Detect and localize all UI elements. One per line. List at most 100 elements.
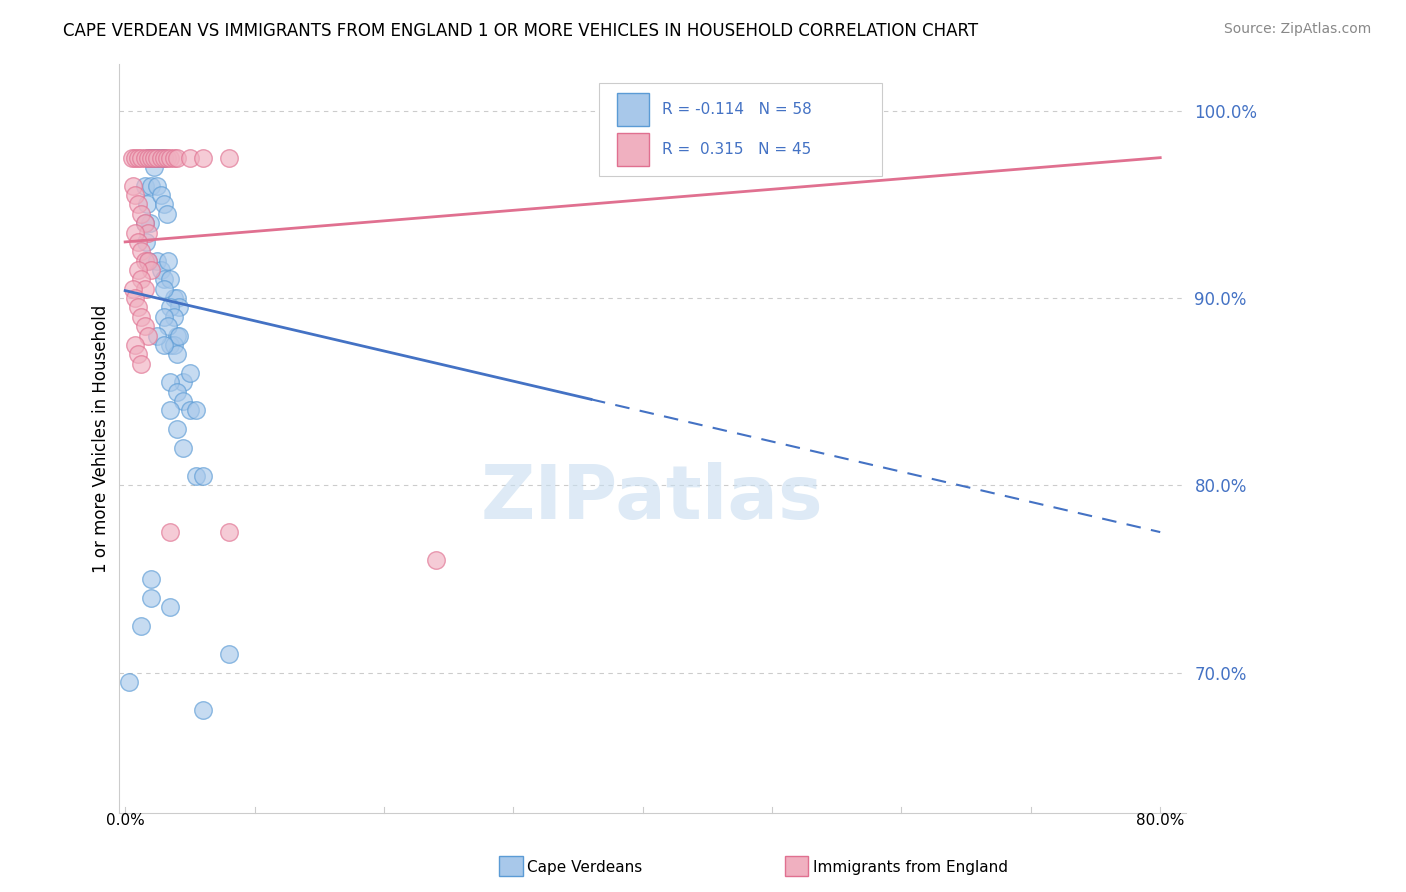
Point bbox=[134, 216, 156, 230]
FancyBboxPatch shape bbox=[617, 133, 650, 166]
Point bbox=[153, 310, 176, 324]
Point bbox=[127, 197, 149, 211]
Point bbox=[145, 151, 167, 165]
Point bbox=[124, 291, 146, 305]
Text: 80.0%: 80.0% bbox=[1136, 813, 1184, 828]
Point bbox=[159, 403, 181, 417]
Point bbox=[146, 178, 169, 193]
Text: R = -0.114   N = 58: R = -0.114 N = 58 bbox=[662, 103, 811, 117]
Point bbox=[153, 272, 176, 286]
Point bbox=[129, 310, 152, 324]
Point bbox=[156, 253, 179, 268]
Point bbox=[127, 301, 149, 315]
Point bbox=[118, 674, 141, 689]
Point bbox=[166, 347, 188, 361]
Point bbox=[186, 403, 208, 417]
Point bbox=[166, 328, 188, 343]
Point bbox=[150, 151, 173, 165]
Point bbox=[122, 178, 145, 193]
Point bbox=[139, 178, 162, 193]
Point bbox=[163, 151, 186, 165]
Point bbox=[179, 403, 201, 417]
Point bbox=[166, 151, 188, 165]
Point bbox=[135, 235, 157, 249]
Point bbox=[146, 328, 169, 343]
Point bbox=[127, 263, 149, 277]
Point bbox=[124, 151, 146, 165]
Point bbox=[155, 151, 177, 165]
Point bbox=[159, 525, 181, 540]
Point bbox=[172, 441, 194, 455]
Point bbox=[159, 151, 181, 165]
Point bbox=[134, 178, 156, 193]
FancyBboxPatch shape bbox=[617, 93, 650, 126]
Point bbox=[191, 151, 214, 165]
Y-axis label: 1 or more Vehicles in Household: 1 or more Vehicles in Household bbox=[93, 304, 110, 573]
Point bbox=[129, 357, 152, 371]
Point bbox=[129, 151, 152, 165]
Point bbox=[138, 151, 160, 165]
Point bbox=[191, 469, 214, 483]
Point bbox=[150, 263, 173, 277]
Point bbox=[129, 207, 152, 221]
Point bbox=[129, 618, 152, 632]
Point bbox=[156, 319, 179, 334]
Text: Cape Verdeans: Cape Verdeans bbox=[527, 860, 643, 874]
Point bbox=[172, 394, 194, 409]
Point bbox=[191, 703, 214, 717]
Point bbox=[169, 328, 191, 343]
Point bbox=[159, 599, 181, 614]
FancyBboxPatch shape bbox=[599, 83, 882, 177]
Point bbox=[139, 263, 162, 277]
Point bbox=[153, 338, 176, 352]
Text: Source: ZipAtlas.com: Source: ZipAtlas.com bbox=[1223, 22, 1371, 37]
Point bbox=[166, 422, 188, 436]
Point bbox=[138, 253, 160, 268]
Point bbox=[159, 376, 181, 390]
Point bbox=[121, 151, 143, 165]
Point bbox=[218, 151, 240, 165]
Point bbox=[159, 338, 181, 352]
Point bbox=[142, 151, 165, 165]
Point bbox=[159, 301, 181, 315]
Point bbox=[146, 151, 169, 165]
Point bbox=[150, 188, 173, 202]
Text: R =  0.315   N = 45: R = 0.315 N = 45 bbox=[662, 142, 811, 157]
Point bbox=[127, 235, 149, 249]
Point bbox=[129, 244, 152, 259]
Point bbox=[179, 366, 201, 380]
Point bbox=[153, 151, 176, 165]
Point bbox=[138, 226, 160, 240]
Text: 0.0%: 0.0% bbox=[105, 813, 145, 828]
Point bbox=[172, 376, 194, 390]
Point bbox=[153, 282, 176, 296]
Point bbox=[124, 338, 146, 352]
Point bbox=[150, 151, 173, 165]
Point bbox=[155, 207, 177, 221]
Point bbox=[153, 151, 176, 165]
Point bbox=[138, 151, 160, 165]
Point bbox=[159, 272, 181, 286]
Point bbox=[153, 197, 176, 211]
Point bbox=[134, 282, 156, 296]
Point bbox=[138, 253, 160, 268]
Point bbox=[124, 188, 146, 202]
Point bbox=[169, 301, 191, 315]
Point bbox=[142, 151, 165, 165]
Point bbox=[218, 647, 240, 661]
Point bbox=[138, 328, 160, 343]
Point bbox=[124, 226, 146, 240]
Point bbox=[127, 347, 149, 361]
Point bbox=[139, 151, 162, 165]
Point bbox=[166, 291, 188, 305]
Point bbox=[134, 319, 156, 334]
Point bbox=[425, 553, 447, 567]
Point bbox=[134, 216, 156, 230]
Point bbox=[186, 469, 208, 483]
Point bbox=[139, 151, 162, 165]
Point bbox=[129, 272, 152, 286]
Point bbox=[146, 253, 169, 268]
Point bbox=[122, 282, 145, 296]
Point bbox=[163, 338, 186, 352]
Point bbox=[146, 151, 169, 165]
